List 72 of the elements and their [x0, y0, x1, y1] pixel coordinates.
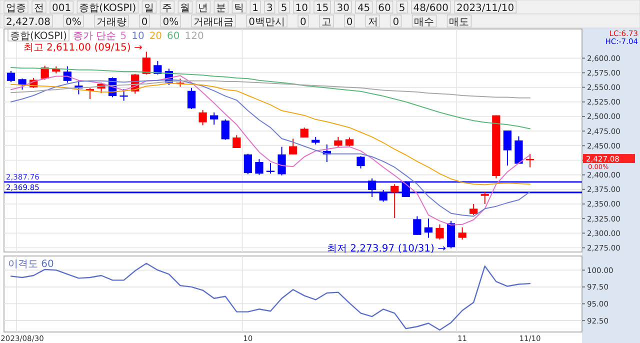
text: 분 — [216, 3, 226, 14]
text: 거래량 — [96, 17, 126, 28]
text: 20 — [149, 31, 162, 42]
candlestick — [278, 146, 286, 176]
candlestick — [221, 118, 230, 140]
text: 월 — [180, 3, 190, 14]
text: 5 — [280, 3, 288, 14]
text: 15 — [316, 3, 329, 14]
text: 10 — [132, 31, 144, 42]
candlestick — [6, 70, 16, 83]
candlestick — [413, 216, 422, 236]
text: 5 — [398, 3, 406, 14]
candlestick — [334, 136, 342, 148]
text: 0% — [66, 17, 82, 28]
candlestick — [514, 136, 523, 164]
text: 주 — [162, 3, 172, 14]
text: 종합(KOSPI) — [79, 3, 136, 14]
text: 0 — [346, 17, 353, 28]
text: 2023/11/10 — [456, 3, 514, 14]
text: 3 — [266, 3, 273, 14]
annotation: 최고 2,611.00 (09/15) → — [23, 42, 142, 54]
candlestick — [356, 156, 365, 169]
text: 48/600 — [413, 3, 448, 14]
legend-title: 종가 단순 — [73, 31, 116, 42]
text: 0 — [300, 17, 306, 28]
candlestick — [154, 60, 162, 75]
candlestick — [187, 87, 196, 110]
text: 0백만시 — [248, 17, 286, 28]
text: 60 — [378, 3, 391, 14]
text: 0 — [141, 17, 148, 28]
candlestick — [458, 226, 466, 240]
text: 저 — [368, 17, 378, 28]
candlestick — [244, 153, 252, 175]
candlestick — [18, 78, 26, 90]
candlestick — [289, 138, 298, 155]
chart-title: 이격도 60 — [8, 259, 54, 270]
candlestick — [470, 203, 478, 216]
candlestick — [446, 220, 456, 249]
text: 년 — [198, 3, 208, 14]
candlestick — [255, 158, 264, 176]
text: 10 — [295, 3, 308, 14]
text: 업종 — [6, 3, 26, 14]
text: 0% — [162, 17, 179, 28]
candlestick — [503, 130, 512, 166]
text: 틱 — [234, 3, 244, 14]
text: 120 — [184, 31, 204, 42]
text: 매수 — [414, 17, 434, 28]
text: 30 — [336, 3, 350, 14]
candlestick — [300, 127, 308, 138]
chart-title: 종합(KOSPI) — [10, 31, 68, 42]
candlestick — [390, 184, 399, 218]
text: 001 — [52, 3, 72, 14]
candlestick — [480, 191, 489, 204]
annotation: 최저 2,273.97 (10/31) → — [326, 243, 446, 254]
candlestick — [436, 224, 444, 240]
text: 1 — [252, 3, 258, 14]
text: 2,427.08 — [6, 17, 51, 28]
text: 일 — [144, 3, 154, 14]
candlestick — [424, 218, 433, 238]
candlestick — [232, 134, 241, 148]
text: 전 — [34, 3, 44, 14]
text: 5 — [120, 31, 127, 42]
candlestick — [142, 51, 150, 75]
candlestick — [210, 112, 218, 126]
text: 거래대금 — [194, 17, 234, 28]
text: 60 — [167, 31, 180, 42]
text: 45 — [357, 3, 370, 14]
text: 고 — [321, 17, 332, 28]
candlestick — [198, 110, 207, 126]
text: 0 — [392, 17, 400, 28]
text: 매도 — [449, 17, 470, 28]
candlestick — [266, 162, 275, 174]
